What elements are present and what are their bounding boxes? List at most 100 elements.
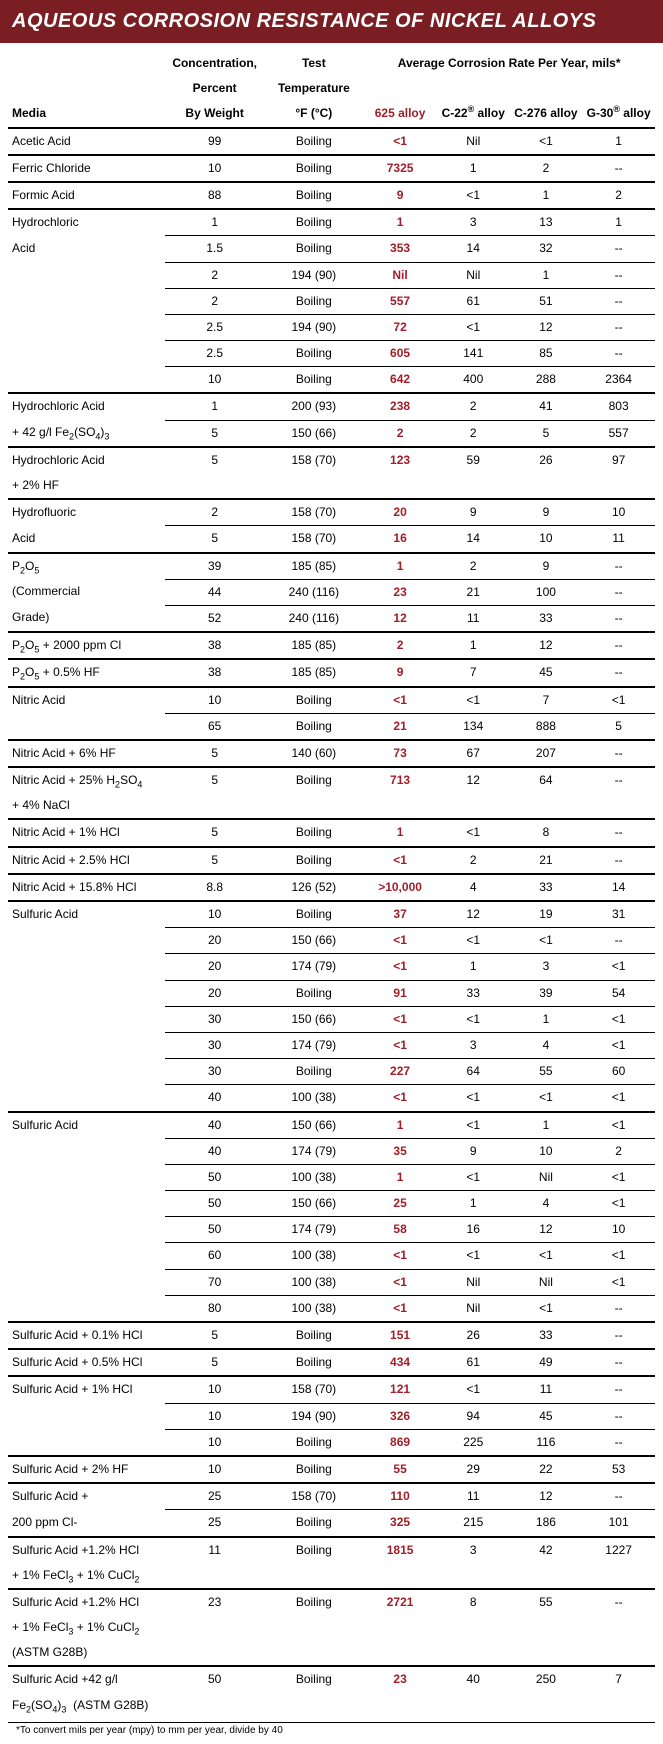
cell-g30: -- xyxy=(582,1322,655,1349)
cell-625: <1 xyxy=(363,1006,437,1032)
cell-temp: 150 (66) xyxy=(264,928,363,954)
cell-625 xyxy=(363,793,437,819)
table-row: Nitric Acid + 2.5% HCl5Boiling<1221-- xyxy=(8,847,655,874)
footnote: *To convert mils per year (mpy) to mm pe… xyxy=(8,1722,655,1744)
cell-g30: <1 xyxy=(582,687,655,714)
cell-temp: 150 (66) xyxy=(264,420,363,447)
cell-625 xyxy=(363,473,437,499)
cell-temp: Boiling xyxy=(264,1456,363,1483)
cell-g30: -- xyxy=(582,236,655,262)
table-row: Ferric Chloride10Boiling732512-- xyxy=(8,155,655,182)
cell-c22: 67 xyxy=(437,740,510,767)
cell-c22: 2 xyxy=(437,420,510,447)
cell-625: 58 xyxy=(363,1217,437,1243)
cell-c276: 45 xyxy=(510,659,583,686)
cell-conc: 5 xyxy=(165,420,265,447)
cell-c22: 225 xyxy=(437,1429,510,1456)
cell-media: Hydrochloric xyxy=(8,209,165,236)
cell-625: 7325 xyxy=(363,155,437,182)
cell-media: + 1% FeCl3 + 1% CuCl2 xyxy=(8,1563,165,1589)
table-row: Hydrofluoric2158 (70)209910 xyxy=(8,499,655,526)
cell-c22: <1 xyxy=(437,1164,510,1190)
cell-625: >10,000 xyxy=(363,874,437,901)
cell-temp: Boiling xyxy=(264,901,363,928)
cell-c22: 8 xyxy=(437,1589,510,1615)
cell-c22: Nil xyxy=(437,1269,510,1295)
cell-c22: 61 xyxy=(437,1349,510,1376)
cell-conc: 5 xyxy=(165,526,265,553)
cell-c22: 3 xyxy=(437,209,510,236)
cell-c276: Nil xyxy=(510,1269,583,1295)
cell-625: <1 xyxy=(363,1269,437,1295)
hdr-temp-bot: °F (°C) xyxy=(264,101,363,127)
hdr-625: 625 alloy xyxy=(363,101,437,127)
cell-g30: 10 xyxy=(582,1217,655,1243)
cell-c22: 11 xyxy=(437,1483,510,1510)
cell-c22: 12 xyxy=(437,901,510,928)
table-row: 70100 (38)<1NilNil<1 xyxy=(8,1269,655,1295)
cell-625: <1 xyxy=(363,687,437,714)
table-row: 200 ppm Cl-25Boiling325215186101 xyxy=(8,1510,655,1537)
cell-temp: Boiling xyxy=(264,1059,363,1085)
hdr-conc-bot: By Weight xyxy=(165,101,265,127)
cell-media xyxy=(8,928,165,954)
cell-temp: Boiling xyxy=(264,687,363,714)
cell-625: 16 xyxy=(363,526,437,553)
cell-625: 713 xyxy=(363,767,437,793)
cell-temp: 150 (66) xyxy=(264,1191,363,1217)
cell-conc: 10 xyxy=(165,1376,265,1403)
cell-media xyxy=(8,1217,165,1243)
cell-c22: 2 xyxy=(437,393,510,420)
cell-conc: 2 xyxy=(165,262,265,288)
cell-625: 326 xyxy=(363,1403,437,1429)
cell-temp: 100 (38) xyxy=(264,1243,363,1269)
cell-g30: 557 xyxy=(582,420,655,447)
hdr-rate-span: Average Corrosion Rate Per Year, mils* xyxy=(363,51,655,76)
cell-media: Sulfuric Acid +1.2% HCl xyxy=(8,1589,165,1615)
cell-conc: 2 xyxy=(165,288,265,314)
table-row: 10Boiling869225116-- xyxy=(8,1429,655,1456)
cell-c276: 33 xyxy=(510,605,583,632)
cell-c22: 40 xyxy=(437,1666,510,1692)
cell-temp xyxy=(264,1615,363,1640)
cell-c22: 59 xyxy=(437,447,510,473)
cell-c22: <1 xyxy=(437,1006,510,1032)
cell-c22: 3 xyxy=(437,1537,510,1563)
table-row: (ASTM G28B) xyxy=(8,1640,655,1666)
cell-g30: 60 xyxy=(582,1059,655,1085)
cell-media: Nitric Acid xyxy=(8,687,165,714)
cell-media xyxy=(8,1006,165,1032)
cell-media xyxy=(8,1191,165,1217)
cell-g30: 5 xyxy=(582,713,655,740)
cell-c276: 19 xyxy=(510,901,583,928)
cell-c22: 64 xyxy=(437,1059,510,1085)
cell-c22 xyxy=(437,1615,510,1640)
cell-625: 1 xyxy=(363,553,437,580)
cell-conc: 2 xyxy=(165,499,265,526)
cell-g30: 1 xyxy=(582,209,655,236)
cell-temp xyxy=(264,793,363,819)
table-row: 20174 (79)<113<1 xyxy=(8,954,655,980)
cell-c22: 400 xyxy=(437,367,510,394)
cell-c276: 13 xyxy=(510,209,583,236)
cell-media xyxy=(8,1403,165,1429)
cell-c276: 186 xyxy=(510,1510,583,1537)
table-row: Sulfuric Acid +1.2% HCl23Boiling2721855-… xyxy=(8,1589,655,1615)
cell-media xyxy=(8,1059,165,1085)
cell-g30: <1 xyxy=(582,1112,655,1139)
table-row: P2O5 + 2000 ppm Cl38185 (85)2112-- xyxy=(8,632,655,659)
cell-g30: -- xyxy=(582,632,655,659)
cell-625: <1 xyxy=(363,1295,437,1322)
cell-g30 xyxy=(582,473,655,499)
cell-g30: -- xyxy=(582,605,655,632)
cell-conc: 50 xyxy=(165,1164,265,1190)
cell-625: 434 xyxy=(363,1349,437,1376)
cell-625: 23 xyxy=(363,579,437,605)
cell-media: Nitric Acid + 15.8% HCl xyxy=(8,874,165,901)
cell-c22: <1 xyxy=(437,819,510,846)
table-row: Sulfuric Acid +1.2% HCl11Boiling18153421… xyxy=(8,1537,655,1563)
cell-c22: 14 xyxy=(437,526,510,553)
cell-temp: Boiling xyxy=(264,980,363,1006)
cell-g30: -- xyxy=(582,1483,655,1510)
table-row: 50174 (79)58161210 xyxy=(8,1217,655,1243)
